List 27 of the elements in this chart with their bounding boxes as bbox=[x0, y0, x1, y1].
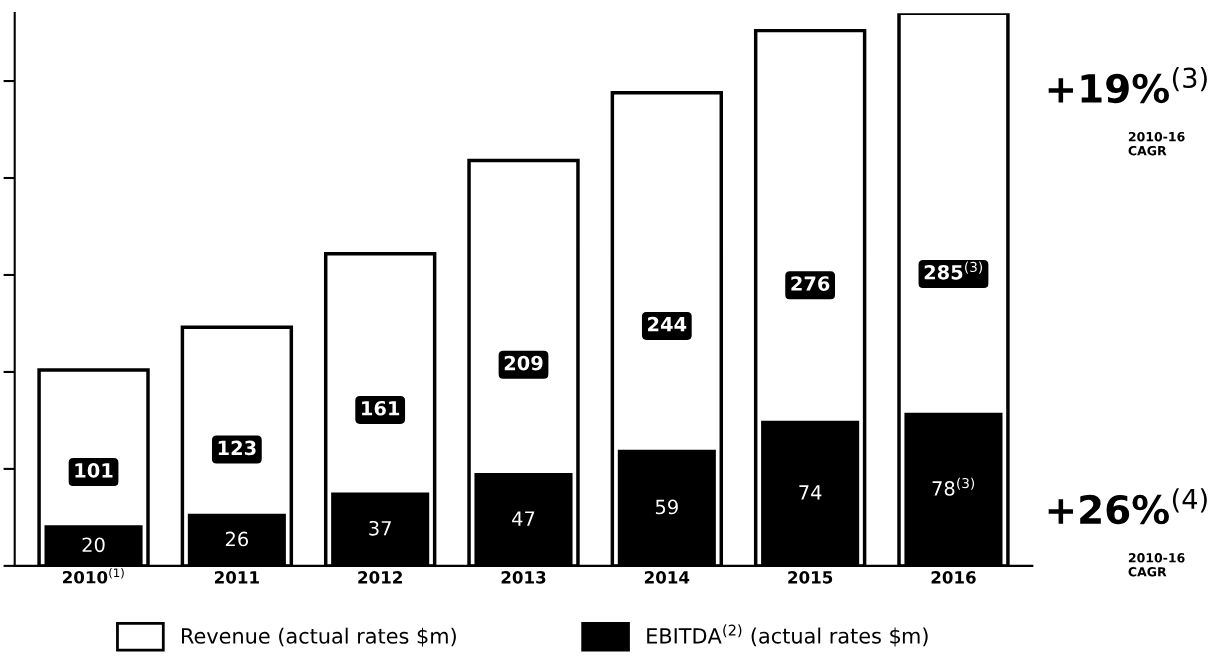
data-label: 59 bbox=[655, 499, 678, 515]
data-label: 161 bbox=[362, 400, 400, 416]
data-label: 276 bbox=[791, 276, 830, 291]
data-label: 285$^{(3)}$ bbox=[924, 261, 983, 280]
data-label: 37 bbox=[369, 520, 391, 536]
data-label: 209 bbox=[504, 355, 543, 371]
data-label: 74 bbox=[799, 485, 822, 500]
data-label: 101 bbox=[75, 463, 113, 478]
data-label: 78$^{(3)}$ bbox=[932, 477, 975, 496]
x-tick-label: 2014 bbox=[644, 571, 690, 584]
legend-label: Revenue (actual rates $m) bbox=[182, 627, 456, 647]
x-tick-label: 2013 bbox=[501, 571, 546, 584]
text: +26%$^{(4)}$ bbox=[1048, 488, 1207, 525]
x-tick-label: 2015 bbox=[788, 571, 833, 584]
text: 2010-16 CAGR bbox=[1128, 131, 1185, 156]
x-tick-label: 2012 bbox=[358, 571, 402, 584]
data-label: 244 bbox=[648, 316, 687, 332]
data-label: 47 bbox=[512, 511, 535, 526]
x-tick-label: 2010$^{(1)}$ bbox=[63, 568, 124, 584]
data-label: 26 bbox=[225, 531, 249, 547]
legend-label: EBITDA$^{(2)}$ (actual rates $m) bbox=[647, 624, 928, 647]
text: +19%$^{(3)}$ bbox=[1048, 67, 1207, 104]
data-label: 123 bbox=[218, 440, 256, 456]
data-label: 20 bbox=[82, 537, 105, 553]
x-tick-label: 2011 bbox=[214, 571, 259, 584]
x-tick-label: 2016 bbox=[931, 571, 976, 584]
text: 2010-16 CAGR bbox=[1128, 553, 1185, 577]
